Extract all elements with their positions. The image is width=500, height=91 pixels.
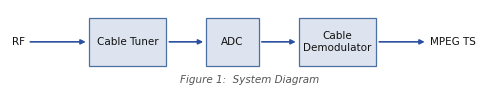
Text: Cable Tuner: Cable Tuner — [96, 37, 158, 47]
FancyBboxPatch shape — [206, 18, 259, 66]
Text: Cable
Demodulator: Cable Demodulator — [304, 31, 372, 53]
Text: ADC: ADC — [221, 37, 244, 47]
FancyBboxPatch shape — [299, 18, 376, 66]
Text: RF: RF — [12, 37, 25, 47]
FancyBboxPatch shape — [89, 18, 166, 66]
Text: Figure 1:  System Diagram: Figure 1: System Diagram — [180, 75, 320, 85]
Text: MPEG TS: MPEG TS — [430, 37, 476, 47]
